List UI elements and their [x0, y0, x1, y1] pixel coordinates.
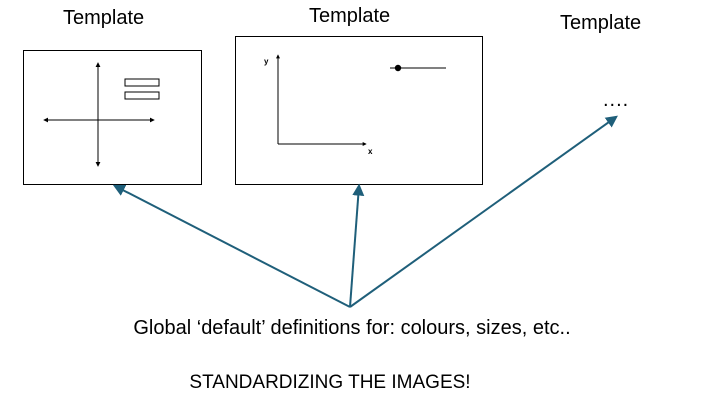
template-title-3: Template — [560, 12, 642, 34]
arrow-to-template-2 — [349, 183, 365, 308]
legend-box-1 — [124, 78, 160, 87]
x-axis-label: x — [368, 147, 373, 156]
more-templates-ellipsis: .... — [603, 89, 630, 111]
xy-axes-diagram: y x — [264, 54, 446, 156]
legend-box-2 — [124, 91, 160, 100]
arrow-to-template-1 — [112, 184, 351, 308]
standardizing-caption: STANDARDIZING THE IMAGES! — [189, 372, 471, 393]
arrow-to-template-3 — [349, 115, 618, 308]
template-panel-crosshair — [23, 50, 202, 185]
template-title-2: Template — [309, 5, 391, 27]
legend-marker — [394, 64, 402, 72]
template-title-1: Template — [63, 7, 145, 29]
global-definitions-text: Global ‘default’ definitions for: colour… — [133, 317, 571, 339]
crosshair-diagram — [43, 62, 160, 167]
template-panel-xy-axes: y x — [235, 36, 483, 185]
y-axis-label: y — [264, 57, 269, 66]
